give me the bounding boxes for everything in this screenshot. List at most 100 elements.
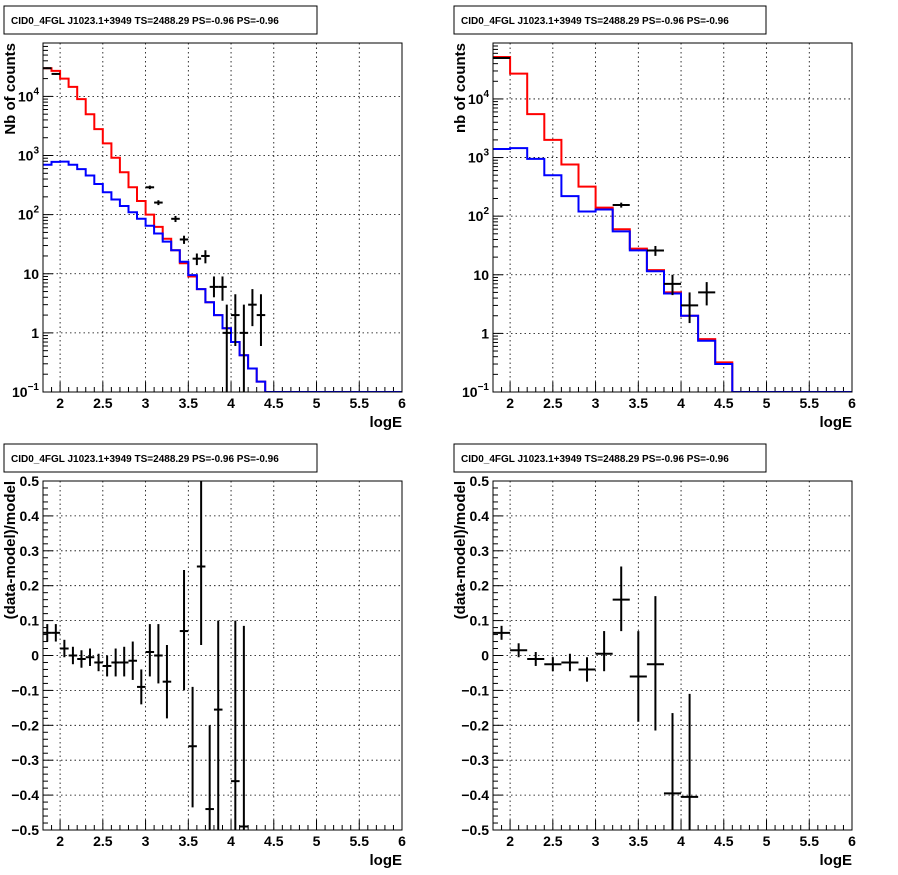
data-point [102,655,112,677]
x-axis-title: logE [370,414,403,431]
y-tick-label: 0.3 [470,543,490,559]
y-tick-label: 0.4 [20,508,40,524]
y-tick-label: 10−1 [12,382,39,400]
x-tick-label: 5.5 [800,395,820,411]
x-tick-label: 3.5 [629,395,649,411]
panel-title-box [3,5,318,35]
x-tick-label: 6 [848,395,856,411]
x-tick-label: 5 [763,833,771,849]
data-point [111,648,120,677]
x-tick-label: 4 [227,395,235,411]
grid [43,481,402,830]
x-tick-label: 2.5 [93,395,113,411]
y-tick-label: −0.4 [11,787,39,803]
y-tick-label: −0.1 [11,682,39,698]
x-axis-title: logE [820,414,853,431]
panel-title: CID0_4FGL J1023.1+3949 TS=2488.29 PS=-0.… [461,16,729,27]
x-tick-label: 4.5 [714,833,734,849]
data-point [663,274,682,296]
x-tick-label: 4 [677,833,685,849]
axis-ticks [42,480,403,831]
y-tick-label: −0.4 [461,787,489,803]
y-tick-label: 0 [481,648,489,664]
data-point [196,481,206,646]
y-tick-label: 0.1 [20,613,40,629]
data-point [43,624,52,642]
series-group [43,67,402,392]
data-point [179,235,189,244]
data-point [663,713,682,830]
panel-title: CID0_4FGL J1023.1+3949 TS=2488.29 PS=-0.… [11,16,279,27]
y-tick-label: 104 [18,86,40,104]
data-point [544,657,562,672]
data-point [145,624,155,677]
x-tick-label: 2.5 [543,395,563,411]
x-tick-label: 6 [848,833,856,849]
y-tick-label: 10−1 [462,382,489,400]
data-point [231,620,240,830]
y-tick-label: −0.2 [11,717,39,733]
plot-frame [42,480,403,831]
data-point [231,294,240,346]
data-point [128,641,138,680]
model-histogram-line [493,56,734,392]
data-point [681,292,699,324]
x-axis-title: logE [820,852,853,869]
data-point [218,276,227,301]
data-point [145,185,155,190]
y-tick-label: 102 [468,206,490,224]
data-point [137,669,146,705]
data-point [493,625,511,640]
data-point [561,653,579,672]
data-point [527,652,545,666]
data-point [578,657,596,682]
y-axis-title: (data-model)/model [2,481,19,619]
y-tick-label: 103 [468,148,490,166]
y-tick-label: −0.3 [461,752,489,768]
axis-ticks [492,42,853,393]
panel-title: CID0_4FGL J1023.1+3949 TS=2488.29 PS=-0.… [11,454,279,465]
x-tick-label: 4 [677,395,685,411]
chart-panel-4: 2 2.5 3 3.5 4 4.5 5 5.5 6 −0.5 −0.4 −0.3 −0.2 −0.1 0 0.… [452,443,856,869]
data-point [43,67,52,70]
x-tick-label: 3.5 [629,833,649,849]
plot-frame [492,480,853,831]
y-tick-label: 1 [31,325,39,341]
x-tick-label: 2 [56,833,64,849]
data-point [256,294,266,346]
data-point [192,253,202,266]
y-tick-label: 0.2 [20,578,40,594]
x-tick-label: 4 [227,833,235,849]
y-tick-label: −0.1 [461,682,489,698]
data-point [77,650,86,668]
model-histogram-line [493,147,852,392]
x-tick-label: 2 [56,395,64,411]
series-group [493,56,852,392]
grid [43,43,402,392]
data-point [94,653,103,672]
x-tick-label: 5.5 [800,833,820,849]
y-tick-label: 0.1 [470,613,490,629]
y-tick-label: 1 [481,325,489,341]
data-point [681,693,699,830]
x-tick-label: 5 [313,395,321,411]
x-tick-label: 3 [142,395,150,411]
y-tick-label: 102 [18,205,40,223]
model-histogram-line [43,160,402,392]
data-point [239,625,249,830]
panel-title: CID0_4FGL J1023.1+3949 TS=2488.29 PS=-0.… [461,454,729,465]
data-point [612,566,630,632]
data-point [154,624,163,684]
y-tick-label: 0.2 [470,578,490,594]
chart-panel-2: 2 2.5 3 3.5 4 4.5 5 5.5 6 10−1 1 10 102 103 104 logE nb … [452,5,856,431]
data-point [162,645,172,719]
panel-title-box [3,443,318,473]
y-axis-title: nb of counts [452,43,469,133]
data-point [493,56,511,59]
data-point [612,202,630,208]
y-tick-label: 10 [23,266,39,282]
data-point [179,569,189,691]
x-tick-label: 5.5 [350,395,370,411]
data-point [510,643,528,658]
